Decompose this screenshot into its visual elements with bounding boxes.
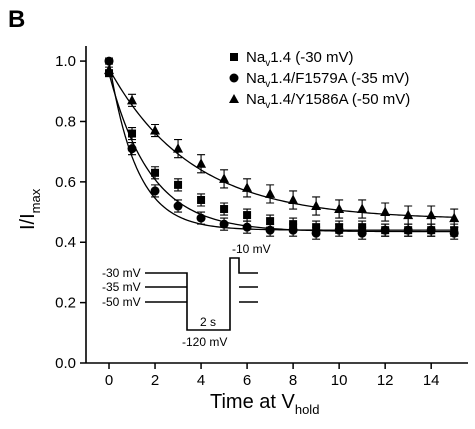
data-point-circle [150, 186, 160, 196]
data-point-circle [311, 228, 321, 238]
y-tick-label: 0.2 [55, 295, 76, 312]
data-point-circle [196, 213, 206, 223]
data-point-circle [104, 56, 114, 66]
data-point-triangle [380, 206, 391, 217]
x-axis-label: Time at Vhold [210, 391, 319, 417]
legend-marker-triangle [229, 94, 239, 103]
voltage-protocol-inset: -30 mV -35 mV -50 mV -120 mV 2 s -10 mV [102, 242, 271, 349]
data-point-triangle [403, 209, 414, 220]
protocol-label-test: -10 mV [232, 242, 271, 256]
x-tick-label: 8 [289, 372, 297, 389]
x-tick-label: 6 [243, 372, 251, 389]
y-tick-label: 0.0 [55, 355, 76, 372]
data-point-circle [219, 219, 229, 229]
y-tick-label: 1.0 [55, 53, 76, 70]
data-point-circle [449, 228, 459, 238]
x-tick-label: 0 [105, 372, 113, 389]
legend: Nav1.4 (-30 mV) Nav1.4/F1579A (-35 mV) N… [229, 49, 410, 111]
data-point-square [197, 195, 206, 204]
data-point-circle [334, 225, 344, 235]
data-points [104, 56, 460, 240]
protocol-label-duration: 2 s [200, 315, 216, 329]
legend-label-square: Nav1.4 (-30 mV) [246, 49, 354, 69]
data-point-triangle [265, 188, 276, 198]
data-point-circle [357, 228, 367, 238]
data-point-triangle [196, 158, 207, 168]
legend-label-triangle: Nav1.4/Y1586A (-50 mV) [246, 91, 410, 111]
data-point-circle [380, 225, 390, 235]
data-point-square [266, 217, 275, 226]
data-point-triangle [357, 203, 368, 214]
x-tick-label: 2 [151, 372, 159, 389]
protocol-trace-30 [145, 257, 258, 331]
panel-letter: B [8, 6, 25, 33]
axes [85, 46, 468, 364]
data-point-circle [426, 225, 436, 235]
fit-curves [108, 60, 455, 233]
x-tick-label: 4 [197, 372, 205, 389]
x-tick-label: 14 [423, 372, 440, 389]
legend-label-circle: Nav1.4/F1579A (-35 mV) [246, 70, 409, 90]
x-tick-label: 10 [331, 372, 348, 389]
data-point-circle [173, 201, 183, 211]
data-point-triangle [242, 182, 253, 192]
legend-marker-square [230, 53, 238, 61]
data-point-circle [288, 225, 298, 235]
data-point-square [174, 180, 183, 189]
y-tick-label: 0.6 [55, 174, 76, 191]
data-point-triangle [288, 194, 299, 204]
x-tick-label: 12 [377, 372, 394, 389]
data-point-triangle [173, 143, 184, 153]
data-point-circle [403, 225, 413, 235]
data-point-circle [242, 222, 252, 232]
ticks: 0 2 4 6 8 10 12 14 0.0 0.2 0.4 0.6 0.8 1.0 [55, 53, 439, 389]
y-tick-label: 0.4 [55, 234, 76, 251]
data-point-triangle [449, 212, 460, 223]
data-point-triangle [150, 125, 161, 135]
data-point-triangle [127, 94, 138, 105]
data-point-circle [265, 225, 275, 235]
protocol-label-50: -50 mV [102, 295, 141, 309]
data-point-square [151, 168, 160, 177]
protocol-label-120: -120 mV [182, 335, 227, 349]
protocol-label-30: -30 mV [102, 266, 141, 280]
data-point-triangle [311, 200, 322, 211]
data-point-square [243, 211, 252, 220]
data-point-square [128, 129, 137, 138]
fit-curve-circle [108, 60, 455, 231]
data-point-triangle [219, 173, 230, 183]
y-axis-label: I/Imax [17, 188, 43, 230]
y-tick-label: 0.8 [55, 113, 76, 130]
data-point-triangle [334, 203, 345, 214]
data-point-triangle [426, 209, 437, 220]
legend-marker-circle [229, 73, 239, 83]
fit-curve-triangle [108, 68, 455, 218]
protocol-label-35: -35 mV [102, 280, 141, 294]
data-point-triangle [104, 64, 115, 75]
data-point-square [220, 205, 229, 214]
data-point-circle [127, 144, 137, 154]
